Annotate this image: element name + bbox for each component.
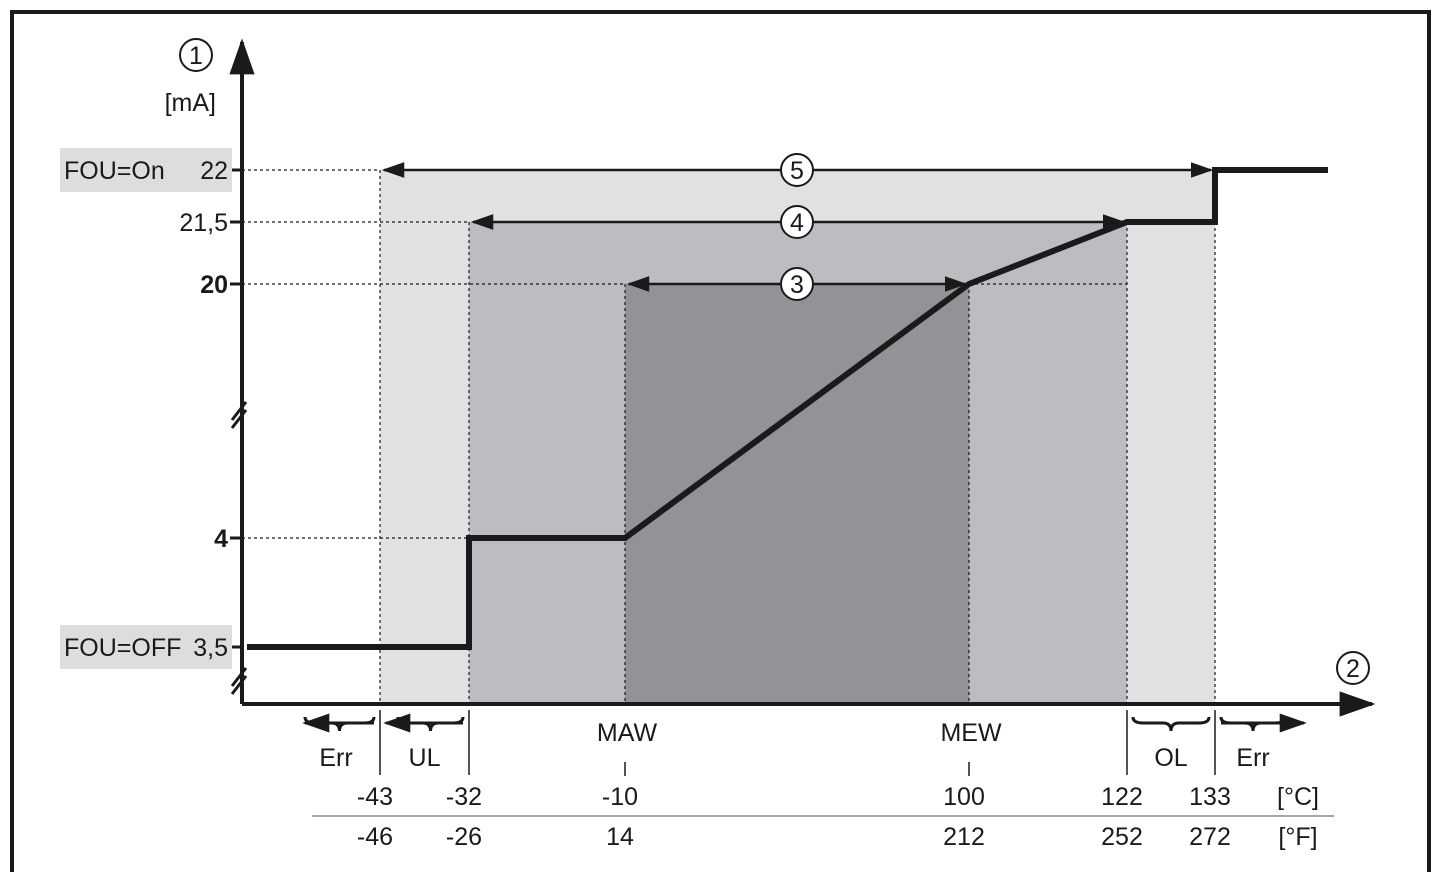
x-celsius-133: 133 — [1189, 783, 1231, 811]
y-axis-marker-number: 1 — [189, 42, 203, 70]
range-5-marker-number: 5 — [790, 157, 804, 185]
x-fahrenheit-14: 14 — [606, 823, 634, 851]
range-4-marker-circle — [780, 205, 814, 239]
x-axis-marker-circle — [1336, 651, 1370, 685]
zone-brace-2 — [396, 716, 465, 732]
side-label-bg-2 — [60, 625, 232, 669]
y-tick-label-22: 22 — [200, 157, 228, 185]
x-fahrenheit-212: 212 — [943, 823, 985, 851]
y-axis-unit: [mA] — [165, 89, 216, 117]
zone-brace-1 — [303, 716, 376, 732]
range-5-marker-circle — [780, 153, 814, 187]
x-fahrenheit--46: -46 — [357, 823, 393, 851]
zone-label-2: UL — [409, 744, 441, 772]
x-fahrenheit-272: 272 — [1189, 823, 1231, 851]
side-label-2: FOU=OFF — [64, 634, 181, 662]
x-celsius-122: 122 — [1101, 783, 1143, 811]
x-fahrenheit-252: 252 — [1101, 823, 1143, 851]
axis-break-2a — [230, 667, 248, 687]
axis-break-1a — [230, 401, 248, 421]
x-celsius--10: -10 — [602, 783, 638, 811]
zone-label-1: Err — [319, 744, 352, 772]
zone-label-3: OL — [1154, 744, 1187, 772]
y-axis-marker-circle — [179, 38, 213, 72]
x-celsius--32: -32 — [446, 783, 482, 811]
range-3-area — [625, 284, 969, 704]
x-celsius-unit: [°C] — [1277, 783, 1319, 811]
x-mark-name-MAW: MAW — [597, 719, 658, 747]
x-celsius-100: 100 — [943, 783, 985, 811]
figure-frame — [10, 10, 1431, 877]
output-curve — [247, 167, 1328, 650]
axis-break-1b — [230, 409, 248, 429]
x-axis-marker-number: 2 — [1346, 655, 1360, 683]
range-3-marker-number: 3 — [790, 271, 804, 299]
y-tick-label-3,5: 3,5 — [193, 634, 228, 662]
range-areas — [380, 170, 1215, 704]
side-label-1: FOU=On — [64, 157, 165, 185]
zone-label-4: Err — [1236, 744, 1269, 772]
y-tick-label-21,5: 21,5 — [179, 209, 228, 237]
zone-brace-3 — [1131, 716, 1211, 732]
side-label-bg-1 — [60, 148, 232, 192]
axis-labels: FOU=On FOU=OFF 3,5 4 20 21,5 22 1 [mA] 2 -43 -46 -32… — [60, 38, 1370, 851]
range-3-marker-circle — [780, 267, 814, 301]
x-celsius--43: -43 — [357, 783, 393, 811]
y-tick-label-4: 4 — [214, 525, 228, 553]
y-tick-label-20: 20 — [200, 271, 228, 299]
x-fahrenheit--26: -26 — [446, 823, 482, 851]
x-mark-name-MEW: MEW — [940, 719, 1002, 747]
range-4-marker-number: 4 — [790, 209, 804, 237]
zone-brace-4 — [1219, 716, 1287, 732]
output-curve-line — [247, 167, 1328, 650]
axis-break-2b — [230, 675, 248, 695]
range-arrows: 5 4 3 — [381, 153, 1214, 301]
zone-braces: Err UL OL Err — [302, 710, 1307, 775]
x-fahrenheit-unit: [°F] — [1278, 823, 1317, 851]
axes — [229, 38, 1376, 717]
